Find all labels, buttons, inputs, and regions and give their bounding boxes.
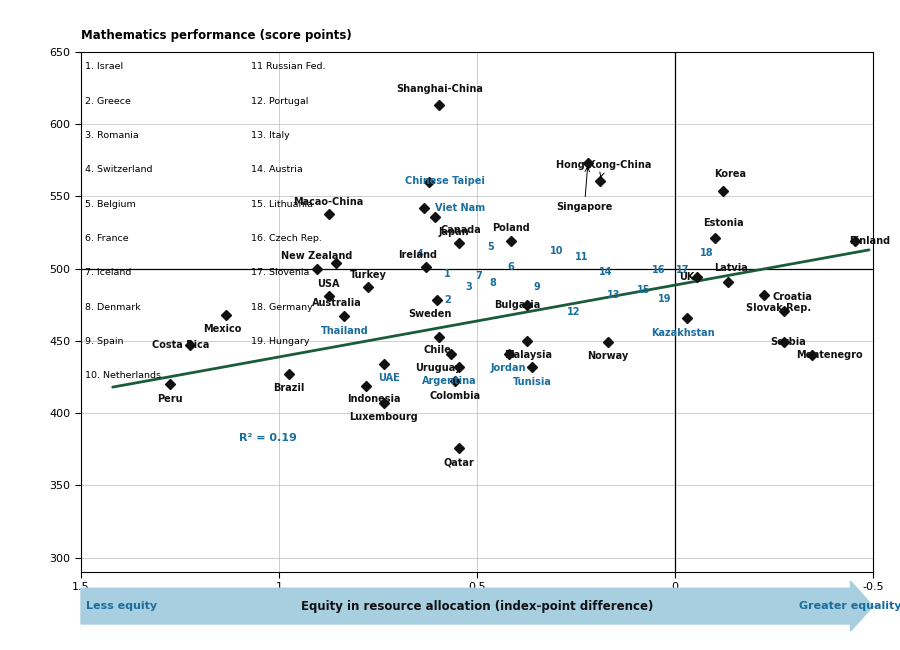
Text: 14: 14 <box>599 266 613 276</box>
Text: Qatar: Qatar <box>444 458 474 468</box>
Text: 15. Lithuania: 15. Lithuania <box>251 200 313 209</box>
Text: Peru: Peru <box>158 395 183 404</box>
Text: 10: 10 <box>549 246 563 256</box>
Text: 18: 18 <box>700 248 714 258</box>
Text: 18. Germany: 18. Germany <box>251 303 313 311</box>
Text: 17: 17 <box>676 265 689 275</box>
Text: 11 Russian Fed.: 11 Russian Fed. <box>251 62 326 72</box>
Text: 6: 6 <box>508 262 514 272</box>
Text: USA: USA <box>317 279 340 289</box>
Text: Colombia: Colombia <box>429 391 481 402</box>
Text: Montenegro: Montenegro <box>796 350 862 360</box>
Text: Brazil: Brazil <box>274 383 304 393</box>
Text: Jordan: Jordan <box>491 363 526 372</box>
Text: Japan: Japan <box>438 227 469 237</box>
Text: Equity in resource allocation (index-point difference): Equity in resource allocation (index-poi… <box>301 599 653 612</box>
Text: 1: 1 <box>444 270 451 280</box>
Text: Finland: Finland <box>850 236 890 246</box>
Text: Viet Nam: Viet Nam <box>435 203 485 213</box>
Text: 6. France: 6. France <box>85 234 129 243</box>
Text: 10. Netherlands: 10. Netherlands <box>85 371 161 380</box>
Text: Indonesia: Indonesia <box>347 395 400 404</box>
Text: Canada: Canada <box>440 226 481 235</box>
Text: 15: 15 <box>636 285 650 295</box>
Text: Macao-China: Macao-China <box>293 196 364 207</box>
Text: New Zealand: New Zealand <box>281 252 352 261</box>
Text: Argentina: Argentina <box>422 376 477 385</box>
Text: Less equity: Less equity <box>86 601 158 611</box>
Text: Serbia: Serbia <box>770 337 806 347</box>
Text: Shanghai-China: Shanghai-China <box>396 84 482 94</box>
Text: Hong Kong-China: Hong Kong-China <box>556 161 652 177</box>
Text: 19: 19 <box>659 294 671 304</box>
Text: Malaysia: Malaysia <box>505 350 553 359</box>
Text: 8. Denmark: 8. Denmark <box>85 303 140 311</box>
Text: Latvia: Latvia <box>715 263 749 273</box>
Text: UAE: UAE <box>378 372 400 383</box>
Text: Chinese Taipei: Chinese Taipei <box>405 176 485 185</box>
Text: Ireland: Ireland <box>399 250 437 260</box>
Text: 9: 9 <box>533 283 540 292</box>
Text: Costa Rica: Costa Rica <box>152 340 210 350</box>
Text: 7: 7 <box>475 271 482 281</box>
Text: Turkey: Turkey <box>350 270 386 280</box>
Text: Singapore: Singapore <box>556 167 613 212</box>
Text: 4: 4 <box>416 249 423 259</box>
Text: Croatia: Croatia <box>772 292 812 302</box>
Text: 16. Czech Rep.: 16. Czech Rep. <box>251 234 322 243</box>
Text: Chile: Chile <box>423 345 451 355</box>
Text: Uruguay: Uruguay <box>415 363 461 372</box>
Text: Korea: Korea <box>715 169 747 179</box>
Text: Mexico: Mexico <box>203 324 241 333</box>
Text: 1. Israel: 1. Israel <box>85 62 123 72</box>
Text: 3: 3 <box>465 283 472 292</box>
Text: 5: 5 <box>488 242 494 252</box>
Text: 13. Italy: 13. Italy <box>251 131 290 140</box>
Text: 12. Portugal: 12. Portugal <box>251 97 309 106</box>
Text: Sweden: Sweden <box>408 309 451 319</box>
Text: Estonia: Estonia <box>703 218 743 228</box>
Text: Thailand: Thailand <box>320 326 368 337</box>
Text: 13: 13 <box>607 290 620 300</box>
Text: Poland: Poland <box>491 222 529 233</box>
Text: Slovak Rep.: Slovak Rep. <box>746 304 812 313</box>
Text: Kazakhstan: Kazakhstan <box>651 328 715 338</box>
Text: 4. Switzerland: 4. Switzerland <box>85 165 152 174</box>
Text: UK: UK <box>679 272 694 282</box>
Text: Bulgaria: Bulgaria <box>494 300 540 310</box>
Text: Australia: Australia <box>311 298 361 307</box>
Text: 9. Spain: 9. Spain <box>85 337 123 346</box>
Text: Greater equality: Greater equality <box>799 601 900 611</box>
Text: R² = 0.19: R² = 0.19 <box>239 433 297 443</box>
Text: 17. Slovenia: 17. Slovenia <box>251 268 310 278</box>
Text: 16: 16 <box>652 265 666 275</box>
Text: 2: 2 <box>444 296 451 306</box>
Text: 3. Romania: 3. Romania <box>85 131 139 140</box>
Text: 19. Hungary: 19. Hungary <box>251 337 310 346</box>
Text: Norway: Norway <box>587 351 628 361</box>
Text: Luxembourg: Luxembourg <box>349 411 418 422</box>
Text: 12: 12 <box>567 307 580 317</box>
Text: 2. Greece: 2. Greece <box>85 97 130 106</box>
Text: Mathematics performance (score points): Mathematics performance (score points) <box>81 29 352 42</box>
Text: 8: 8 <box>490 278 496 288</box>
Text: 14. Austria: 14. Austria <box>251 165 303 174</box>
Text: 7. Iceland: 7. Iceland <box>85 268 131 278</box>
Text: 11: 11 <box>575 252 589 262</box>
Text: 5. Belgium: 5. Belgium <box>85 200 136 209</box>
Text: Tunisia: Tunisia <box>513 377 552 387</box>
